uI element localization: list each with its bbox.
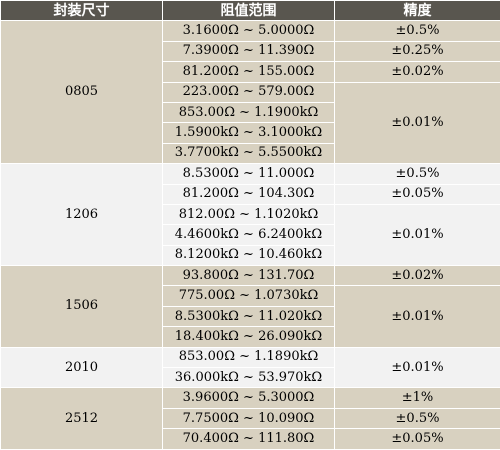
table-header: 封装尺寸 阻值范围 精度 [1, 1, 500, 21]
precision-cell: ±0.01% [335, 82, 500, 164]
table-row: 2512 3.9600Ω ~ 5.3000Ω ±1% [1, 388, 500, 408]
precision-cell: ±0.05% [335, 184, 500, 204]
header-package-size: 封装尺寸 [1, 1, 163, 21]
resistance-range-cell: 223.00Ω ~ 579.00Ω [163, 82, 335, 102]
table-row: 2010 853.00Ω ~ 1.1890kΩ ±0.01% [1, 347, 500, 367]
table-row: 1506 93.800Ω ~ 131.70Ω ±0.02% [1, 266, 500, 286]
resistance-range-cell: 93.800Ω ~ 131.70Ω [163, 266, 335, 286]
resistance-range-cell: 7.3900Ω ~ 11.390Ω [163, 41, 335, 61]
resistance-range-cell: 1.5900kΩ ~ 3.1000kΩ [163, 123, 335, 143]
package-size-cell: 1506 [1, 266, 163, 348]
table-row: 1206 8.5300Ω ~ 11.000Ω ±0.5% [1, 164, 500, 184]
package-size-cell: 2512 [1, 388, 163, 449]
resistance-range-cell: 853.00Ω ~ 1.1900kΩ [163, 102, 335, 122]
resistance-range-cell: 8.5300kΩ ~ 11.020kΩ [163, 306, 335, 326]
package-size-cell: 0805 [1, 21, 163, 164]
precision-cell: ±0.5% [335, 164, 500, 184]
precision-cell: ±0.02% [335, 62, 500, 82]
resistance-range-cell: 18.400kΩ ~ 26.090kΩ [163, 327, 335, 347]
resistance-range-cell: 70.400Ω ~ 111.80Ω [163, 429, 335, 449]
table-row: 0805 3.1600Ω ~ 5.0000Ω ±0.5% [1, 21, 500, 41]
resistance-range-cell: 81.200Ω ~ 155.00Ω [163, 62, 335, 82]
header-row: 封装尺寸 阻值范围 精度 [1, 1, 500, 21]
precision-cell: ±0.25% [335, 41, 500, 61]
precision-cell: ±0.02% [335, 266, 500, 286]
precision-cell: ±0.01% [335, 204, 500, 265]
resistance-range-cell: 8.5300Ω ~ 11.000Ω [163, 164, 335, 184]
precision-cell: ±0.05% [335, 429, 500, 449]
table-body: 0805 3.1600Ω ~ 5.0000Ω ±0.5% 7.3900Ω ~ 1… [1, 21, 500, 449]
header-resistance-range: 阻值范围 [163, 1, 335, 21]
precision-cell: ±0.01% [335, 347, 500, 388]
package-size-cell: 1206 [1, 164, 163, 266]
package-size-cell: 2010 [1, 347, 163, 388]
resistance-range-cell: 36.000kΩ ~ 53.970kΩ [163, 368, 335, 388]
resistance-range-cell: 812.00Ω ~ 1.1020kΩ [163, 204, 335, 224]
resistance-range-cell: 775.00Ω ~ 1.0730kΩ [163, 286, 335, 306]
precision-cell: ±1% [335, 388, 500, 408]
resistance-range-cell: 3.9600Ω ~ 5.3000Ω [163, 388, 335, 408]
resistance-range-cell: 8.1200kΩ ~ 10.460kΩ [163, 245, 335, 265]
resistance-range-cell: 81.200Ω ~ 104.30Ω [163, 184, 335, 204]
precision-cell: ±0.5% [335, 21, 500, 41]
resistance-range-cell: 4.4600kΩ ~ 6.2400kΩ [163, 225, 335, 245]
precision-cell: ±0.01% [335, 286, 500, 347]
header-precision: 精度 [335, 1, 500, 21]
resistance-range-cell: 853.00Ω ~ 1.1890kΩ [163, 347, 335, 367]
resistance-range-cell: 3.7700kΩ ~ 5.5500kΩ [163, 143, 335, 163]
resistance-range-cell: 3.1600Ω ~ 5.0000Ω [163, 21, 335, 41]
